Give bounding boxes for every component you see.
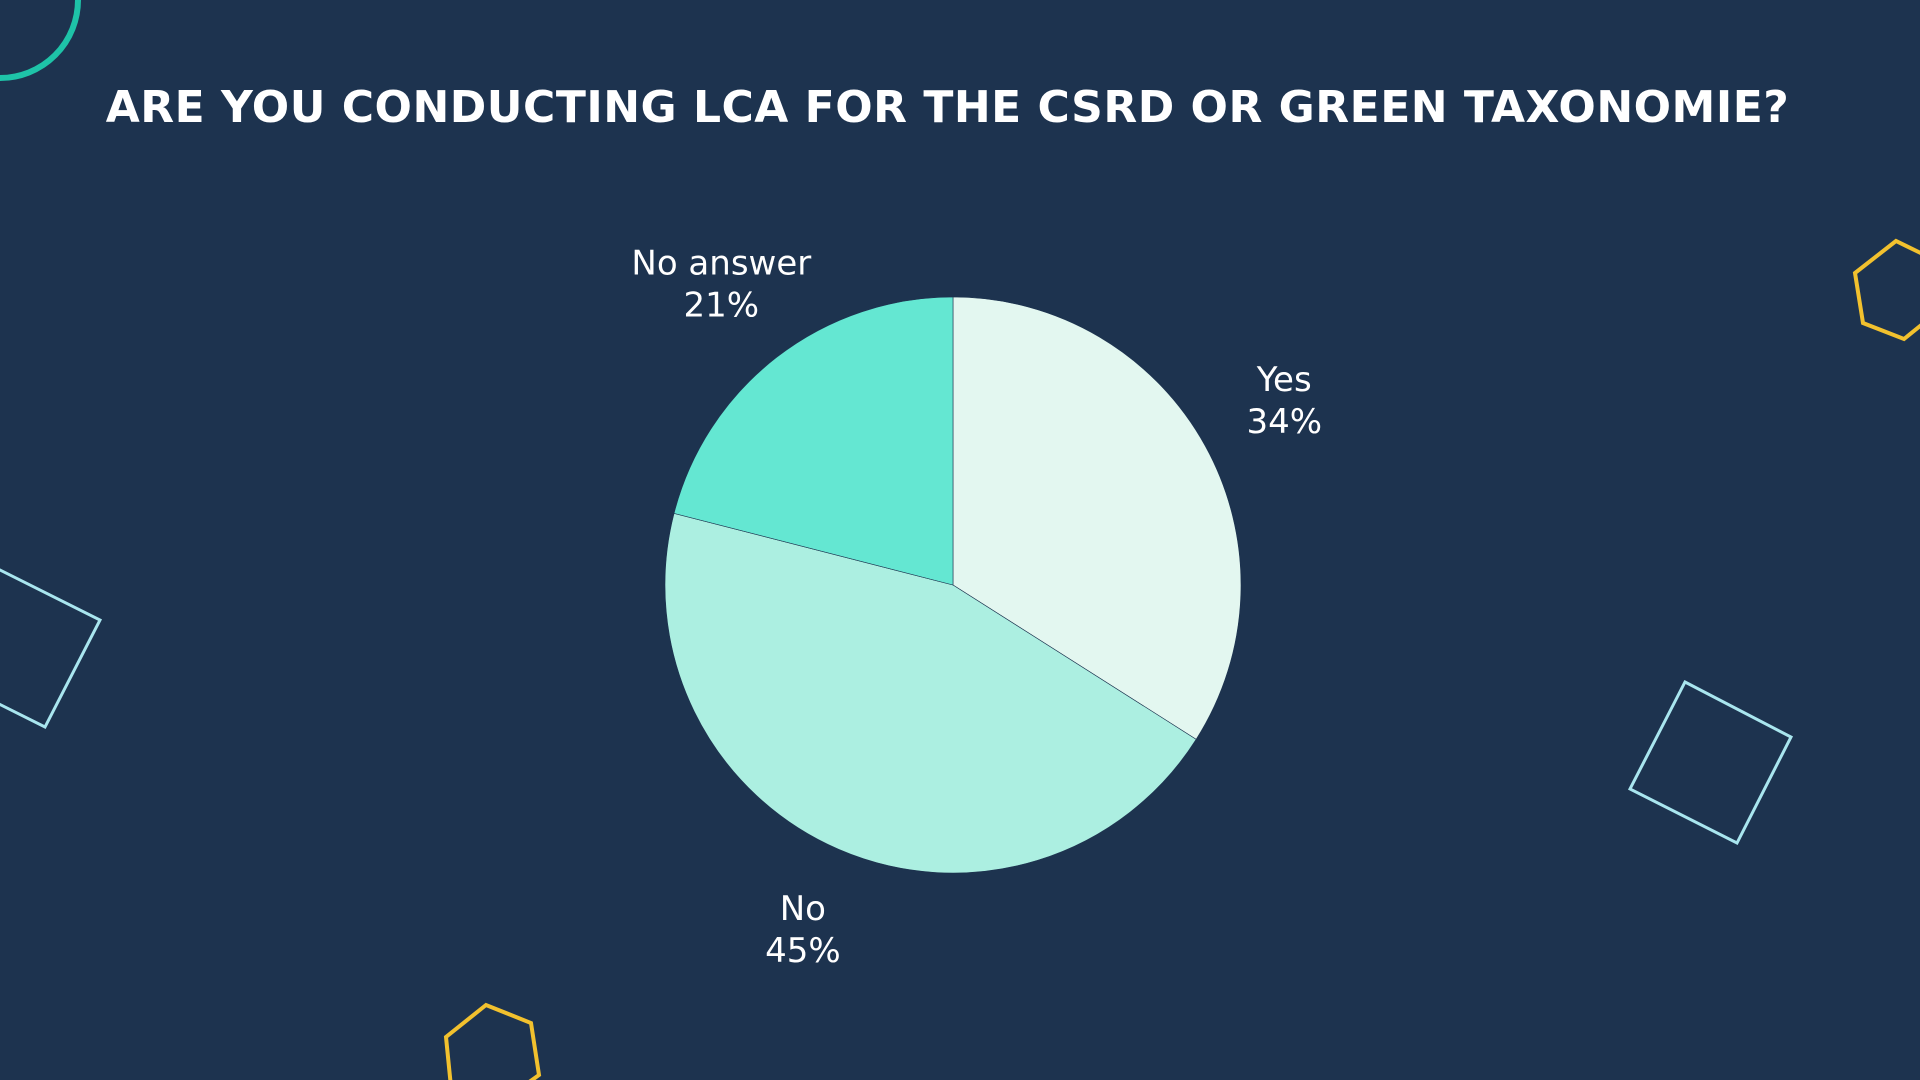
pie-slice-no-answer: [673, 296, 954, 586]
pie-slice-no: [664, 513, 1197, 874]
slice-label-no: No 45%: [765, 889, 841, 971]
slice-label-yes: Yes 34%: [1246, 360, 1322, 442]
slice-value-label: 21%: [684, 285, 760, 325]
slice-value-label: 45%: [765, 931, 841, 971]
pie-labels: Yes 34% No 45% No answer 21%: [631, 243, 1322, 971]
slice-value-label: 34%: [1246, 402, 1322, 442]
page-title: ARE YOU CONDUCTING LCA FOR THE CSRD OR G…: [105, 82, 1790, 133]
slice-category-label: No answer: [631, 243, 811, 283]
pie-slice-yes: [952, 296, 1242, 740]
pie-slices: [664, 296, 1242, 874]
slice-category-label: Yes: [1256, 360, 1312, 400]
slice-category-label: No: [780, 889, 826, 929]
slice-label-no-answer: No answer 21%: [631, 243, 811, 325]
